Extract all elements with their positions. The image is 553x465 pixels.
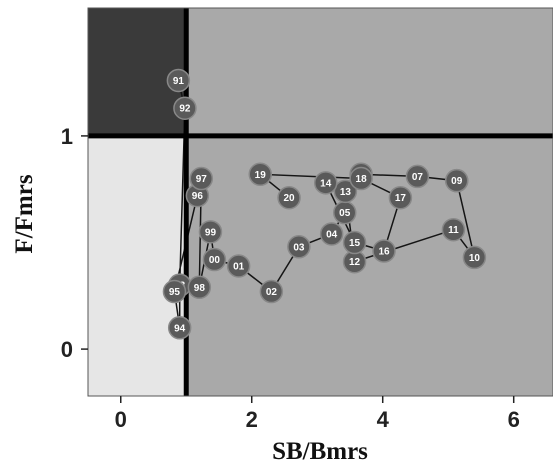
point-marker-19	[248, 162, 272, 187]
point-label-94: 94	[174, 323, 186, 334]
quadrant-bottom-left	[88, 135, 187, 396]
point-label-18: 18	[356, 174, 368, 185]
point-marker-99	[198, 220, 223, 244]
point-marker-07	[405, 164, 430, 189]
y-tick-label-0: 0	[61, 337, 73, 362]
point-marker-18	[349, 166, 373, 191]
x-tick-label-0: 0	[115, 407, 127, 432]
point-label-11: 11	[448, 225, 459, 236]
point-label-10: 10	[469, 253, 481, 264]
x-tick-label-6: 6	[508, 407, 520, 432]
point-marker-09	[444, 168, 469, 193]
point-label-12: 12	[349, 257, 361, 268]
point-label-13: 13	[340, 187, 352, 198]
point-markers: 9192939495969798990001020304050607080910…	[162, 68, 487, 340]
x-axis-title: SB/Bmrs	[272, 438, 368, 465]
point-label-91: 91	[173, 76, 185, 87]
point-marker-10	[462, 245, 487, 270]
point-label-17: 17	[395, 193, 407, 204]
x-tick-label-2: 2	[246, 407, 258, 432]
quadrant-top-left	[88, 8, 187, 136]
point-label-07: 07	[412, 172, 424, 183]
point-marker-20	[277, 185, 301, 210]
point-marker-98	[187, 275, 212, 300]
y-axis-ticks: 01	[61, 124, 88, 362]
point-label-99: 99	[205, 227, 217, 238]
point-label-19: 19	[255, 170, 267, 181]
point-marker-02	[259, 279, 284, 304]
point-marker-11	[441, 217, 466, 242]
point-marker-15	[342, 230, 367, 255]
point-marker-95	[162, 279, 187, 304]
point-label-16: 16	[378, 247, 390, 258]
point-label-01: 01	[233, 261, 245, 272]
point-label-09: 09	[451, 176, 463, 187]
point-marker-04	[319, 222, 344, 246]
y-tick-label-1: 1	[61, 124, 73, 149]
point-label-00: 00	[209, 255, 221, 266]
point-marker-03	[287, 235, 311, 259]
point-marker-16	[372, 239, 396, 263]
point-marker-97	[189, 166, 214, 191]
point-label-15: 15	[349, 238, 361, 249]
point-label-95: 95	[169, 287, 181, 298]
quadrant-backgrounds	[88, 8, 553, 396]
point-marker-00	[202, 247, 227, 272]
point-marker-01	[226, 254, 251, 278]
point-label-14: 14	[320, 178, 332, 189]
plot-frame	[87, 7, 553, 397]
point-marker-94	[167, 316, 192, 340]
point-label-04: 04	[326, 229, 338, 240]
x-tick-label-4: 4	[377, 407, 390, 432]
point-label-05: 05	[339, 208, 351, 219]
point-label-92: 92	[179, 104, 191, 115]
point-label-03: 03	[293, 242, 305, 253]
point-label-97: 97	[196, 174, 208, 185]
x-axis-ticks: 0 2 4 6	[115, 396, 520, 432]
y-axis-title: F/Fmrs	[11, 174, 38, 253]
point-marker-14	[313, 171, 338, 195]
point-marker-92	[173, 96, 197, 120]
point-marker-91	[166, 68, 191, 93]
point-marker-17	[388, 185, 413, 210]
point-marker-13	[333, 179, 358, 204]
point-label-98: 98	[194, 283, 206, 294]
point-label-96: 96	[192, 191, 204, 202]
quadrant-top-right	[186, 8, 553, 136]
point-label-02: 02	[266, 287, 278, 298]
point-label-20: 20	[284, 193, 296, 204]
